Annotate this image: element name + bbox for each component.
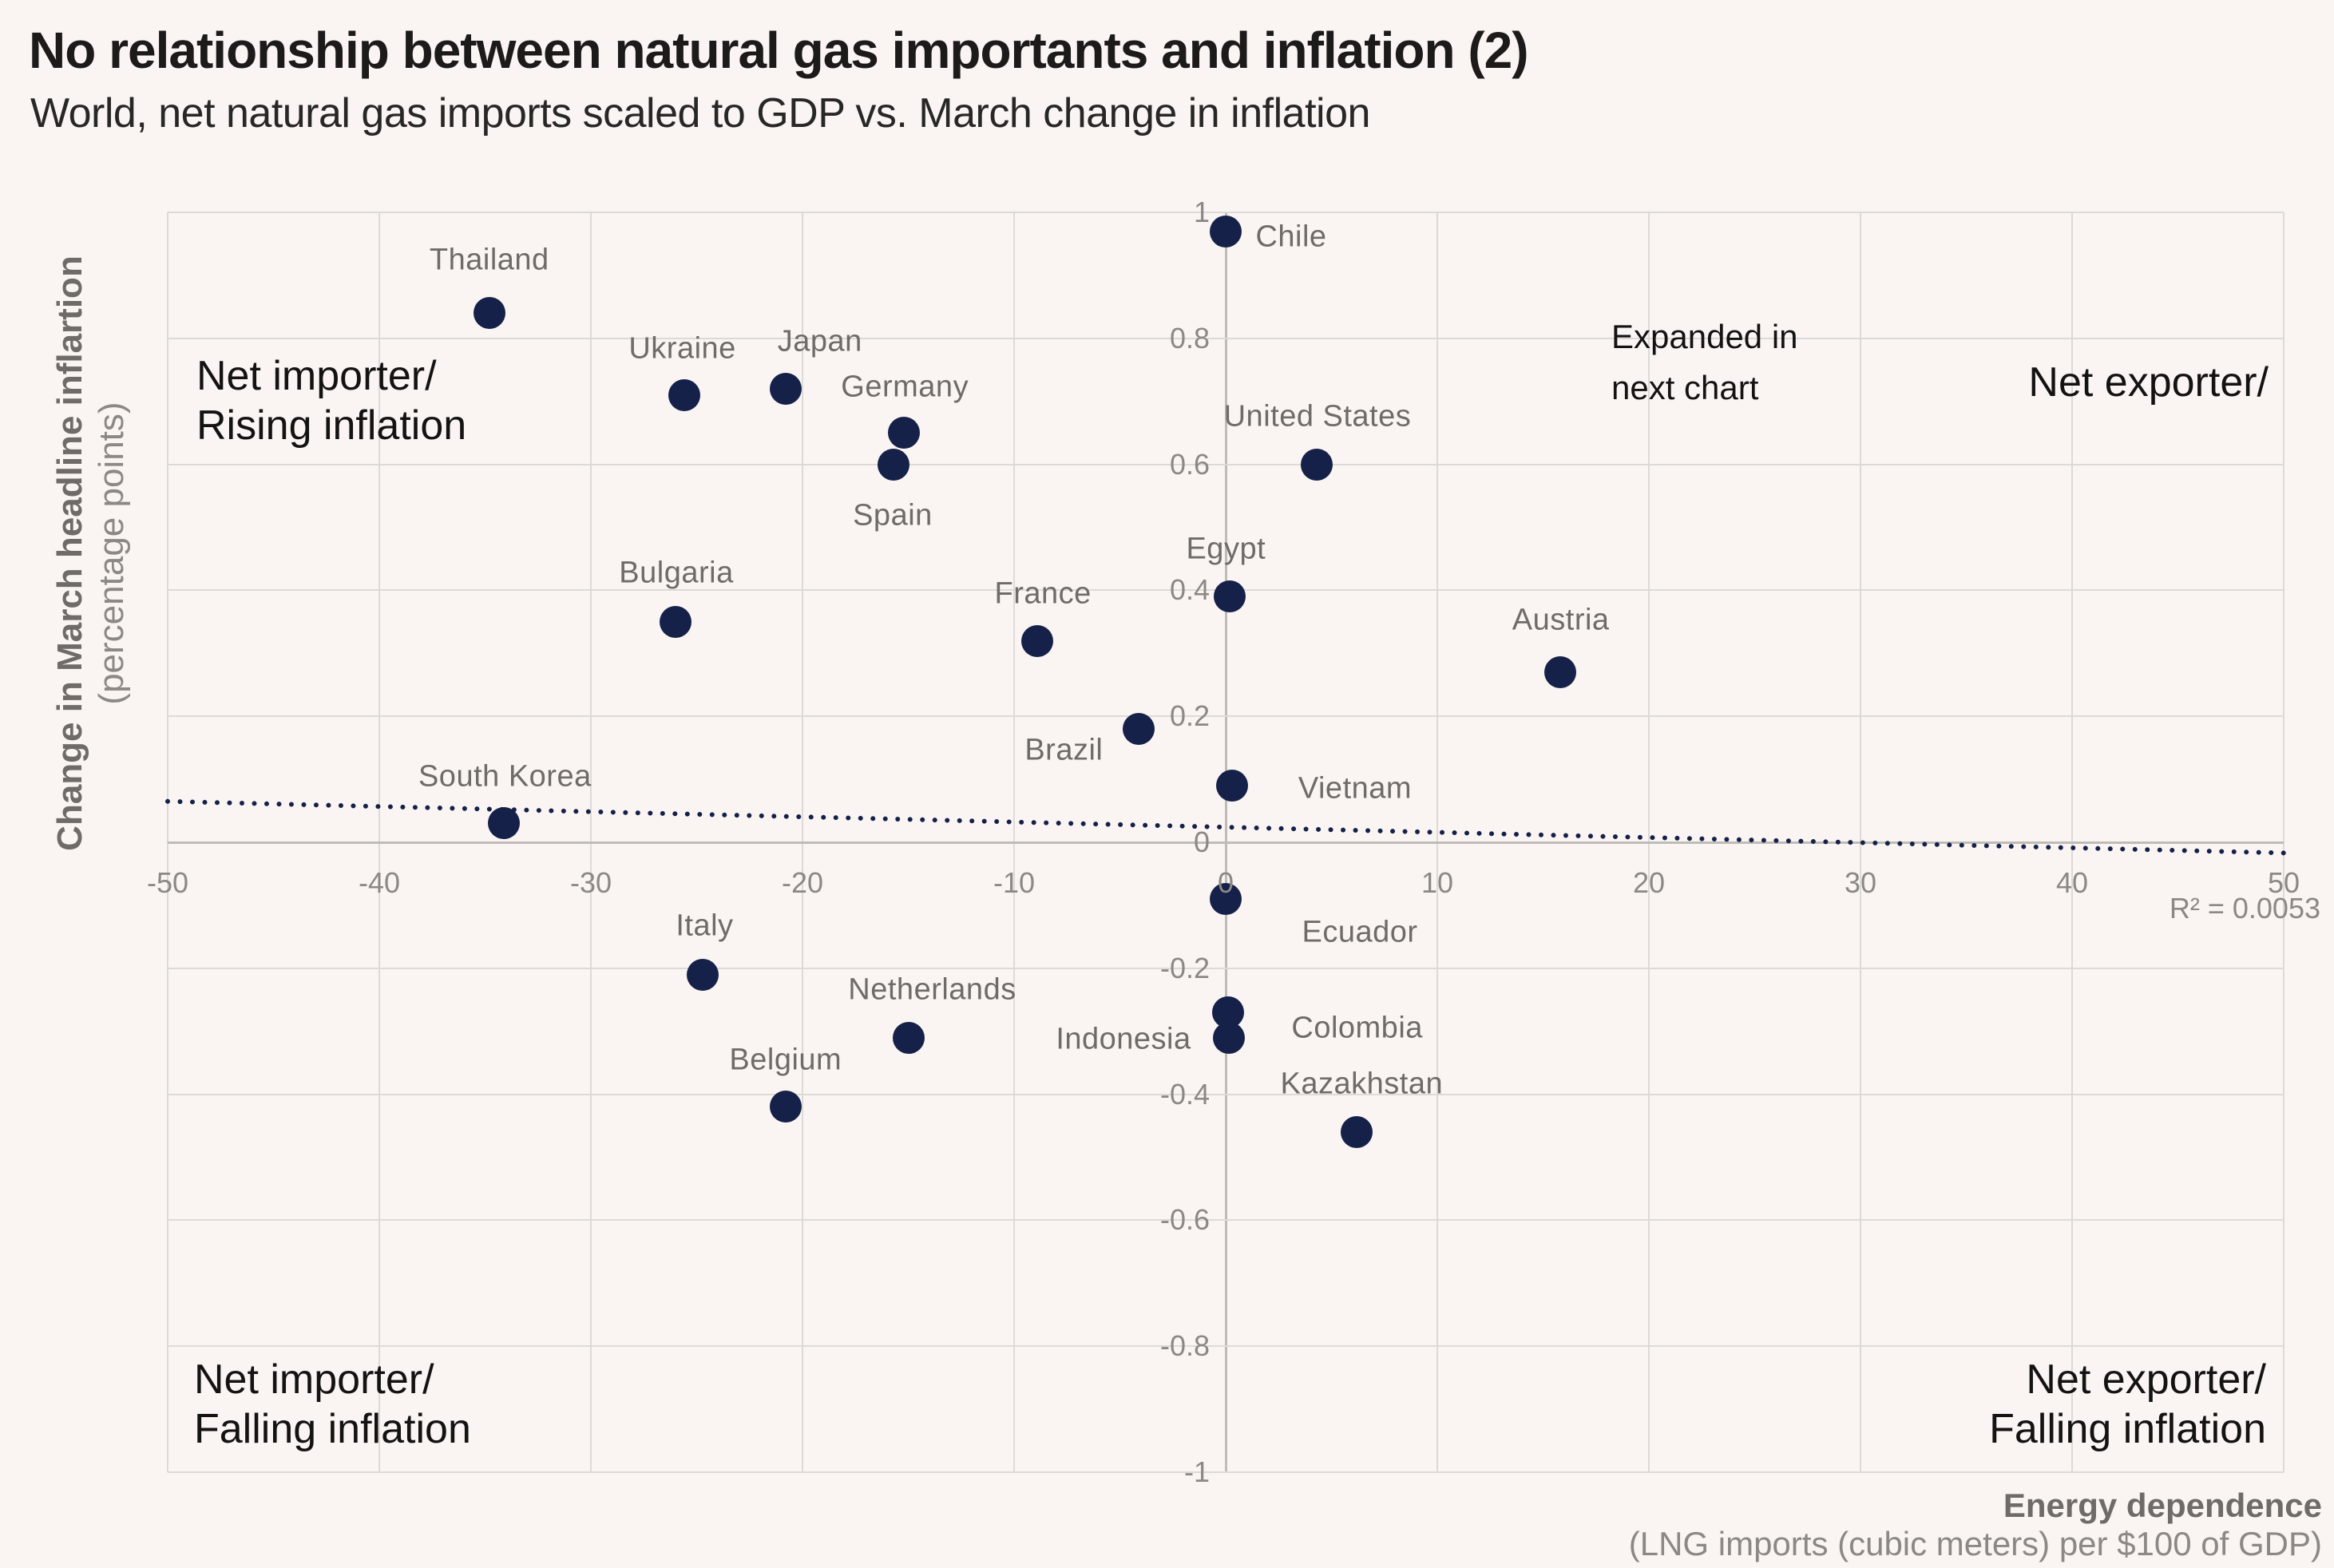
tick-y-0.6: 0.6 <box>1169 447 1210 481</box>
chart-title: No relationship between natural gas impo… <box>29 22 1529 79</box>
point-label-italy: Italy <box>676 909 734 943</box>
gridline-y--1 <box>168 1471 2284 1473</box>
point-label-brazil: Brazil <box>1024 733 1104 767</box>
point-japan <box>769 372 802 405</box>
point-label-ukraine: Ukraine <box>628 331 736 366</box>
point-label-france: France <box>994 576 1092 611</box>
tick-y--0.6: -0.6 <box>1159 1203 1210 1237</box>
tick-x-10: 10 <box>1421 866 1454 899</box>
tick-x--50: -50 <box>146 866 189 899</box>
point-label-chile: Chile <box>1255 220 1327 254</box>
point-united-states <box>1300 448 1333 481</box>
gridline-y-0.2 <box>168 715 2284 718</box>
point-label-bulgaria: Bulgaria <box>619 556 734 590</box>
point-austria <box>1543 655 1576 688</box>
quadrant-net-importer-rising: Net importer/Rising inflation <box>196 353 467 449</box>
point-label-japan: Japan <box>777 324 862 358</box>
point-label-united-states: United States <box>1223 399 1412 434</box>
tick-x-40: 40 <box>2055 866 2089 899</box>
point-label-ecuador: Ecuador <box>1302 915 1418 949</box>
tick-y--1: -1 <box>1183 1455 1210 1488</box>
tick-x-50: 50 <box>2267 866 2300 899</box>
tick-y--0.8: -0.8 <box>1159 1329 1210 1363</box>
point-label-vietnam: Vietnam <box>1298 771 1413 806</box>
gridline-y-0 <box>168 841 2284 844</box>
tick-y-0.2: 0.2 <box>1169 699 1210 733</box>
trend-line-path <box>165 798 2286 856</box>
gridline-y--0.2 <box>168 967 2284 969</box>
point-label-spain: Spain <box>853 498 933 533</box>
x-axis-title: Energy dependence <box>2003 1487 2322 1524</box>
point-label-belgium: Belgium <box>729 1043 842 1077</box>
quadrant-net-exporter: Net exporter/ <box>2028 359 2269 406</box>
tick-y-0: 0 <box>1193 826 1210 858</box>
point-bulgaria <box>660 605 691 638</box>
point-chile <box>1210 215 1242 247</box>
point-germany <box>888 417 921 449</box>
gridline-y-0.6 <box>168 463 2284 465</box>
tick-x--30: -30 <box>569 866 612 899</box>
tick-x--40: -40 <box>358 866 401 899</box>
note-expanded-in-next-chart: Expanded in next chart <box>1611 318 1798 406</box>
point-ecuador <box>1210 883 1242 915</box>
point-vietnam <box>1215 769 1248 802</box>
point-kazakhstan <box>1341 1115 1373 1148</box>
quadrant-net-importer-falling: Net importer/Falling inflation <box>194 1356 471 1452</box>
tick-y-0.8: 0.8 <box>1169 321 1210 354</box>
point-label-germany: Germany <box>841 370 969 404</box>
gridline-x-50 <box>2283 212 2284 1472</box>
gridline-y--0.4 <box>168 1093 2284 1095</box>
gridline-y-0.8 <box>168 337 2284 339</box>
point-label-austria: Austria <box>1512 603 1610 637</box>
x-axis-subtitle: (LNG imports (cubic meters) per $100 of … <box>1628 1525 2322 1562</box>
point-label-kazakhstan: Kazakhstan <box>1280 1067 1444 1101</box>
tick-x-20: 20 <box>1632 866 1666 899</box>
tick-y-1: 1 <box>1193 196 1210 228</box>
point-italy <box>687 958 719 991</box>
tick-x--10: -10 <box>993 866 1036 899</box>
point-south-korea <box>488 807 521 840</box>
point-egypt <box>1214 580 1246 613</box>
gridline-y-1 <box>168 212 2284 213</box>
tick-x-30: 30 <box>1844 866 1877 899</box>
point-spain <box>877 448 909 481</box>
point-indonesia <box>1212 1021 1245 1054</box>
point-label-south-korea: South Korea <box>418 759 592 794</box>
stat-r-squared: R² = 0.0053 <box>2169 892 2320 925</box>
point-netherlands <box>892 1021 925 1054</box>
point-thailand <box>473 297 505 330</box>
gridline-y--0.8 <box>168 1345 2284 1348</box>
point-label-netherlands: Netherlands <box>848 972 1016 1007</box>
point-label-indonesia: Indonesia <box>1056 1022 1191 1056</box>
gridline-y--0.6 <box>168 1219 2284 1222</box>
point-label-egypt: Egypt <box>1186 532 1266 566</box>
point-label-colombia: Colombia <box>1291 1011 1423 1045</box>
chart-subtitle: World, net natural gas imports scaled to… <box>30 90 1370 137</box>
tick-y-0.4: 0.4 <box>1169 573 1210 607</box>
point-france <box>1021 624 1054 657</box>
point-belgium <box>769 1091 802 1123</box>
tick-y--0.4: -0.4 <box>1159 1077 1210 1111</box>
tick-x--20: -20 <box>781 866 824 899</box>
point-label-thailand: Thailand <box>429 243 549 277</box>
point-brazil <box>1123 712 1155 745</box>
tick-y--0.2: -0.2 <box>1159 951 1210 984</box>
point-ukraine <box>668 378 700 411</box>
tick-x-0: 0 <box>1217 866 1234 899</box>
quadrant-net-exporter-falling: Net exporter/Falling inflation <box>1989 1356 2266 1452</box>
